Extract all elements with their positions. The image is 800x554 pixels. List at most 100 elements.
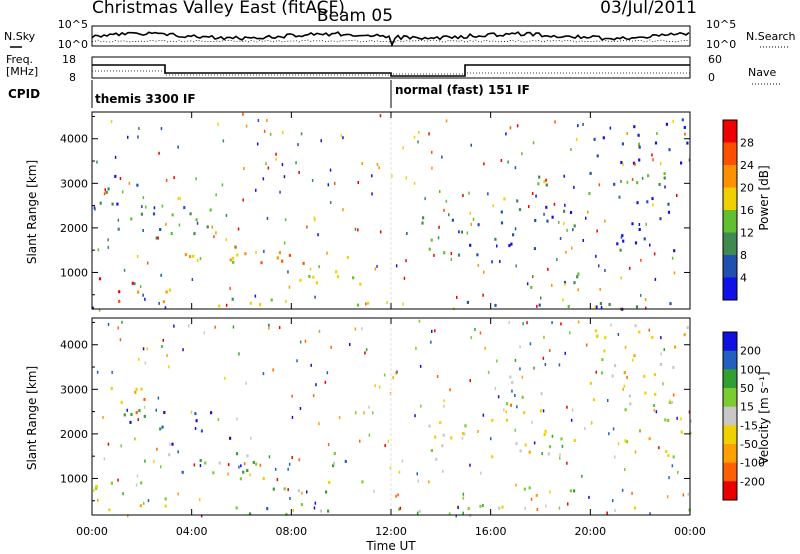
power-noise-cell [622, 162, 624, 166]
power-cell [621, 142, 624, 146]
velocity-noise-cell [268, 323, 270, 327]
power-cell [168, 288, 172, 292]
velocity-noise-cell [663, 348, 665, 352]
velocity-noise-cell [462, 492, 465, 496]
power-noise-cell [215, 231, 217, 235]
power-cell [494, 237, 497, 241]
velocity-noise-cell [338, 416, 341, 420]
power-noise-cell [284, 218, 287, 222]
velocity-cell [523, 411, 526, 415]
colorbar-tick-label: 8 [740, 249, 747, 262]
power-noise-cell [638, 223, 641, 226]
power-noise-cell [103, 192, 106, 196]
velocity-noise-cell [330, 345, 332, 349]
velocity-noise-cell [144, 459, 146, 463]
velocity-noise-cell [249, 473, 251, 477]
velocity-noise-cell [577, 320, 580, 324]
power-noise-cell [254, 294, 257, 298]
power-cell [631, 222, 634, 226]
power-noise-cell [255, 188, 257, 192]
velocity-cell [501, 505, 504, 509]
power-noise-cell [300, 132, 303, 136]
power-noise-cell [664, 185, 666, 189]
velocity-cell [248, 512, 252, 516]
velocity-cell [143, 414, 146, 418]
velocity-noise-cell [648, 328, 650, 332]
power-noise-cell [483, 162, 485, 166]
power-noise-cell [640, 293, 642, 297]
velocity-cell [594, 329, 597, 333]
velocity-cell [110, 387, 113, 390]
velocity-noise-cell [660, 352, 662, 356]
velocity-cell [664, 418, 667, 422]
power-noise-cell [598, 183, 601, 187]
power-noise-cell [256, 142, 259, 146]
velocity-noise-cell [291, 456, 293, 459]
velocity-noise-cell [503, 408, 505, 412]
velocity-noise-cell [626, 375, 628, 379]
velocity-noise-cell [544, 363, 547, 366]
power-noise-cell [365, 302, 367, 306]
velocity-cell [171, 442, 174, 446]
velocity-noise-cell [359, 439, 361, 443]
velocity-cell [633, 354, 636, 358]
velocity-cell [246, 454, 249, 458]
velocity-noise-cell [569, 331, 571, 335]
power-noise-cell [283, 241, 286, 245]
velocity-cell [212, 471, 215, 475]
velocity-cell [498, 506, 501, 510]
velocity-noise-cell [677, 470, 679, 474]
power-noise-cell [275, 152, 277, 156]
velocity-cell [667, 453, 670, 457]
power-noise-cell [620, 179, 622, 183]
power-noise-cell [298, 171, 300, 174]
velocity-cell [200, 429, 203, 433]
power-noise-cell [196, 221, 199, 225]
power-cell [638, 228, 641, 231]
power-noise-cell [577, 124, 579, 128]
velocity-noise-cell [135, 483, 138, 487]
velocity-noise-cell [614, 509, 616, 513]
power-cell [646, 200, 649, 204]
power-noise-cell [402, 146, 404, 150]
velocity-noise-cell [533, 441, 536, 445]
power-cell [635, 305, 639, 309]
power-noise-cell [645, 306, 647, 310]
velocity-cell [547, 452, 550, 456]
velocity-cell [659, 363, 662, 366]
freq-label-line2: [MHz] [6, 65, 38, 78]
power-cell [534, 219, 537, 222]
velocity-cell [511, 380, 514, 384]
power-cell [140, 212, 143, 216]
velocity-noise-cell [136, 474, 139, 478]
velocity-cell [439, 421, 442, 425]
velocity-noise-cell [669, 399, 671, 403]
velocity-colorbar: 200 100 50 15 -15 -50 -100 -200 [722, 331, 765, 501]
power-noise-cell [540, 296, 542, 300]
velocity-cell [569, 489, 572, 493]
power-cell [299, 278, 302, 282]
power-noise-cell [466, 231, 469, 235]
cpid-panel: CPID themis 3300 IF normal (fast) 151 IF [8, 80, 530, 108]
power-noise-cell [406, 232, 408, 235]
power-cell [192, 254, 195, 258]
power-noise-cell [413, 181, 416, 185]
velocity-cell [683, 333, 686, 337]
power-cell [288, 253, 291, 257]
power-noise-cell [107, 245, 110, 249]
velocity-noise-cell [490, 437, 492, 441]
velocity-noise-cell [190, 410, 193, 414]
velocity-noise-cell [155, 408, 157, 412]
power-noise-cell [565, 250, 567, 254]
power-noise-cell [179, 197, 181, 201]
velocity-noise-cell [508, 321, 510, 324]
velocity-noise-cell [119, 338, 122, 342]
velocity-noise-cell [96, 370, 99, 374]
power-noise-cell [386, 301, 388, 305]
colorbar-tick-label: -100 [740, 457, 765, 470]
power-noise-cell [281, 163, 284, 167]
velocity-noise-cell [434, 329, 436, 333]
velocity-cell [674, 345, 677, 349]
velocity-cell [672, 455, 675, 459]
power-noise-cell [160, 273, 162, 277]
